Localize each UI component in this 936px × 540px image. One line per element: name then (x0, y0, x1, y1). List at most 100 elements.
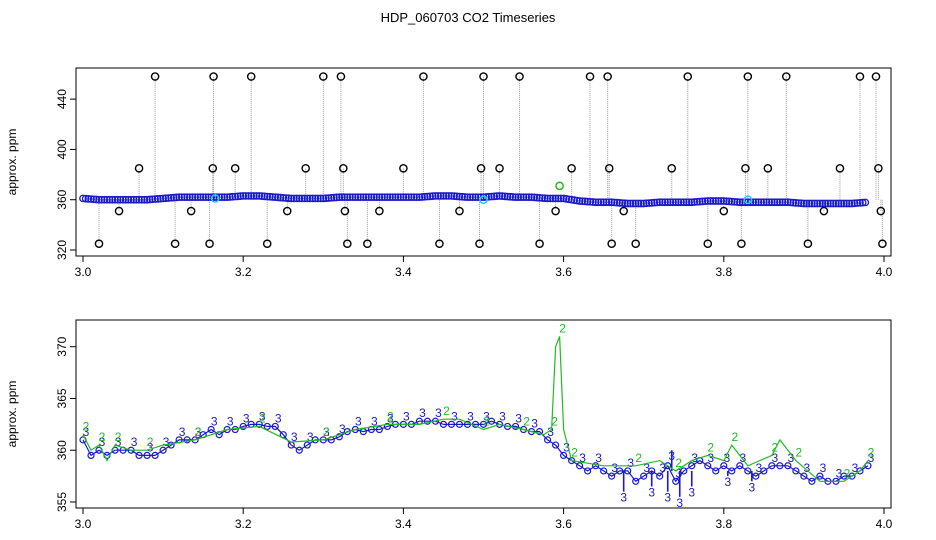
outlier-point (282, 206, 292, 216)
y-tick-label: 320 (55, 240, 69, 260)
data-point (690, 198, 699, 206)
data-point (666, 198, 675, 207)
data-point (145, 195, 154, 204)
outlier-point (114, 206, 124, 216)
data-point (356, 193, 365, 202)
point-label: 3 (115, 435, 122, 449)
data-point (760, 467, 768, 475)
data-point (455, 420, 464, 428)
point-label: 3 (403, 409, 410, 423)
point-label: 3 (147, 440, 154, 454)
data-point (543, 436, 552, 444)
data-point (800, 472, 808, 480)
data-point (759, 198, 768, 207)
data-point (167, 441, 175, 449)
data-point (177, 193, 186, 202)
data-point (717, 197, 725, 205)
data-point (640, 472, 648, 480)
point-label: 3 (772, 451, 779, 465)
data-point (751, 198, 760, 207)
data-point (132, 195, 141, 204)
data-point (103, 195, 111, 204)
data-point (610, 198, 619, 207)
data-point (447, 420, 456, 428)
point-label: 3 (643, 461, 650, 475)
outlier-point (878, 239, 887, 249)
data-point (605, 198, 613, 207)
data-point (191, 193, 199, 202)
data-point (578, 197, 587, 206)
data-point (655, 198, 664, 207)
data-point (792, 199, 800, 207)
data-point (263, 192, 272, 201)
data-point (370, 193, 378, 202)
data-point (482, 193, 491, 201)
point-label: 3 (755, 461, 762, 475)
data-point (850, 199, 859, 208)
data-point (410, 193, 418, 202)
data-point (757, 198, 766, 207)
data-point (212, 193, 221, 202)
data-point (600, 467, 608, 475)
data-point (549, 194, 557, 203)
data-point (250, 192, 258, 200)
data-point (522, 193, 531, 202)
data-point (402, 193, 410, 202)
data-point (784, 198, 792, 207)
x-tick-label: 3.2 (235, 517, 252, 531)
data-point (295, 446, 303, 454)
data-point (340, 193, 349, 202)
data-point (306, 194, 314, 203)
data-point (688, 462, 696, 470)
data-point (589, 198, 597, 206)
data-point (231, 192, 240, 201)
data-point (386, 193, 394, 202)
point-label: 2 (731, 430, 738, 444)
data-point (567, 195, 576, 204)
data-point (527, 193, 536, 202)
data-point (418, 193, 426, 201)
data-point (460, 193, 469, 201)
data-point (151, 451, 159, 460)
outlier-point (604, 163, 614, 173)
data-point (687, 198, 696, 207)
outlier-point (399, 163, 408, 173)
y-tick-label: 360 (55, 440, 69, 460)
data-point (583, 197, 592, 206)
data-point (129, 195, 138, 204)
data-point (581, 197, 589, 206)
data-point (161, 194, 170, 203)
x-tick-label: 3.8 (715, 265, 732, 279)
data-point (701, 197, 709, 206)
data-point (201, 193, 210, 202)
data-point (818, 199, 827, 208)
x-tick-label: 3.0 (75, 517, 92, 531)
data-point (559, 451, 568, 460)
x-tick-label: 3.4 (395, 265, 412, 279)
data-point (375, 425, 383, 434)
data-point (287, 194, 296, 203)
data-point (119, 195, 127, 204)
plot-frame (75, 67, 892, 257)
point-label: 3 (724, 475, 731, 489)
point-label: 2 (147, 435, 154, 449)
data-point (535, 193, 544, 202)
point-label: 3 (467, 409, 474, 423)
outlier-point (230, 163, 240, 173)
outlier-point (603, 72, 612, 81)
data-point (591, 198, 600, 207)
data-point (388, 193, 397, 202)
point-label: 2 (707, 440, 714, 454)
data-point (650, 198, 659, 207)
data-point (730, 197, 739, 206)
data-point (741, 198, 750, 207)
point-label: 3 (243, 411, 250, 425)
point-label: 2 (387, 409, 394, 423)
data-point (314, 194, 322, 203)
point-label: 3 (691, 451, 698, 465)
outlier-point (855, 72, 865, 81)
data-point (765, 198, 774, 207)
data-point (175, 193, 183, 202)
data-point (647, 199, 656, 207)
outlier-point (703, 239, 713, 249)
